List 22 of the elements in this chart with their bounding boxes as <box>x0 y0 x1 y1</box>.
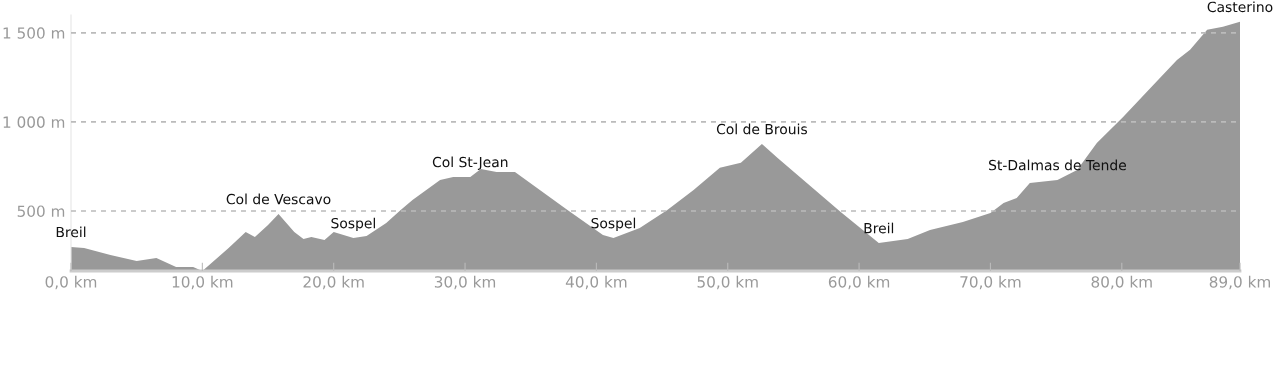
annotation: Breil <box>56 226 86 238</box>
x-tick-label: 70,0 km <box>960 275 1021 290</box>
annotation: Breil <box>864 222 894 234</box>
x-tick-label: 80,0 km <box>1091 275 1152 290</box>
y-tick-label: 500 m <box>17 205 65 217</box>
x-tick-label: 30,0 km <box>434 275 496 290</box>
annotation: Col St-Jean <box>432 156 508 170</box>
annotation: Col de Vescavo <box>226 193 331 205</box>
annotation: Sospel <box>591 217 636 232</box>
x-tick-label: 50,0 km <box>697 275 758 290</box>
x-tick-label: 20,0 km <box>303 275 364 290</box>
x-tick-label: 89,0 km <box>1209 275 1271 290</box>
x-tick-label: 40,0 km <box>565 275 627 290</box>
y-tick-label: 1 000 m <box>3 116 65 128</box>
annotation: Col de Brouis <box>716 123 807 135</box>
y-tick-label: 1 500 m <box>3 27 65 39</box>
annotation: Sospel <box>331 217 375 232</box>
x-tick-label: 10,0 km <box>172 275 233 290</box>
x-tick-label: 60,0 km <box>828 275 890 290</box>
x-tick-label: 0,0 km <box>45 275 97 290</box>
annotation: Casterino <box>1207 1 1273 13</box>
annotation: St-Dalmas de Tende <box>989 159 1127 171</box>
